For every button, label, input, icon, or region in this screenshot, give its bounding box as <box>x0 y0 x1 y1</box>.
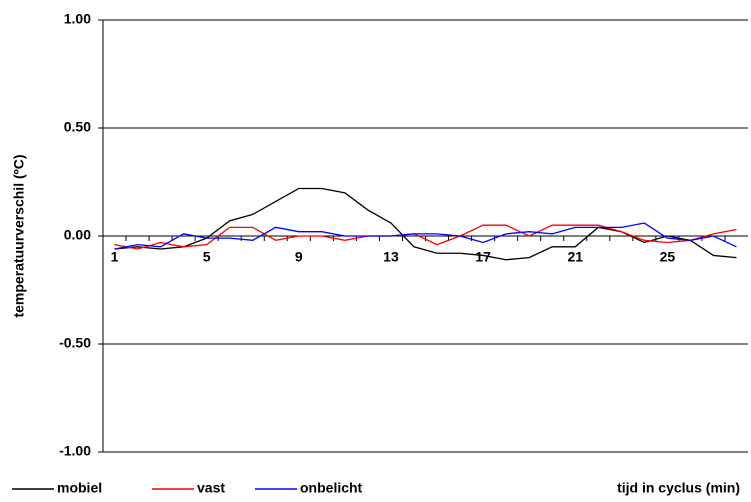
x-tick-label: 21 <box>567 249 583 265</box>
line-series <box>114 187 737 261</box>
y-tick-label: 1.00 <box>64 11 91 27</box>
x-axis-label: tijd in cyclus (min) <box>617 480 740 496</box>
y-tick-label: 0.00 <box>64 227 91 243</box>
legend-label: mobiel <box>57 480 102 496</box>
x-tick-label: 25 <box>660 249 676 265</box>
y-tick-label: -1.00 <box>59 443 91 459</box>
x-tick-label: 5 <box>203 249 211 265</box>
line-series <box>114 222 737 250</box>
x-tick-label: 9 <box>295 249 303 265</box>
y-tick-label: 0.50 <box>64 119 91 135</box>
x-tick-label: 1 <box>111 249 119 265</box>
line-series <box>114 224 737 250</box>
x-tick-label: 13 <box>383 249 399 265</box>
y-axis-label: temperatuurverschil (ºC) <box>11 154 27 317</box>
legend-label: vast <box>197 480 225 496</box>
y-tick-label: -0.50 <box>59 335 91 351</box>
legend-label: onbelicht <box>300 480 363 496</box>
x-tick-label: 17 <box>475 249 491 265</box>
